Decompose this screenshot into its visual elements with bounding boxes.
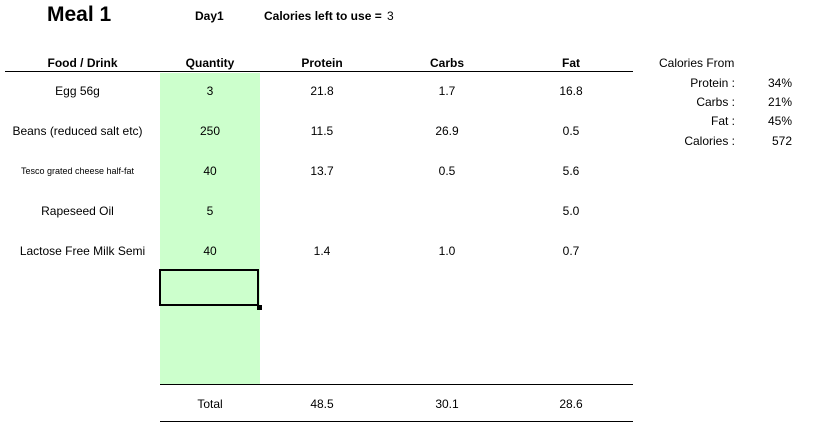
- calories-from-protein-value[interactable]: 34%: [767, 76, 792, 90]
- active-cell-selection[interactable]: [159, 269, 259, 306]
- header-rule: [5, 71, 633, 72]
- total-top-rule: [160, 384, 633, 385]
- day-label: Day1: [195, 9, 224, 23]
- cell-quantity[interactable]: 3: [206, 84, 214, 98]
- meal-title: Meal 1: [47, 3, 112, 26]
- quantity-column-fill: [160, 73, 260, 384]
- cell-fat[interactable]: 5.0: [562, 204, 580, 218]
- total-bottom-rule: [160, 421, 633, 422]
- header-carbs: Carbs: [429, 56, 464, 70]
- cell-food[interactable]: Tesco grated cheese half-fat: [20, 166, 135, 176]
- calories-from-carbs-value[interactable]: 21%: [767, 95, 792, 109]
- cell-protein[interactable]: 11.5: [310, 124, 334, 138]
- calories-from-protein-label: Protein :: [690, 76, 735, 90]
- cell-carbs[interactable]: 1.7: [438, 84, 456, 98]
- cell-protein[interactable]: 21.8: [310, 84, 334, 98]
- cell-fat[interactable]: 5.6: [562, 164, 580, 178]
- calories-from-fat-value[interactable]: 45%: [767, 114, 792, 128]
- cell-quantity[interactable]: 40: [203, 164, 217, 178]
- cell-quantity[interactable]: 40: [203, 244, 217, 258]
- header-protein: Protein: [301, 56, 343, 70]
- calories-from-fat-label: Fat :: [710, 114, 735, 128]
- header-fat: Fat: [562, 56, 580, 70]
- cell-fat[interactable]: 0.5: [562, 124, 580, 138]
- cell-protein[interactable]: 1.4: [313, 244, 331, 258]
- cell-food[interactable]: Beans (reduced salt etc): [12, 124, 143, 138]
- calories-from-total-value[interactable]: 572: [771, 134, 792, 148]
- cell-food[interactable]: Egg 56g: [55, 84, 100, 98]
- cell-food[interactable]: Lactose Free Milk Semi: [19, 244, 146, 258]
- cell-fat[interactable]: 0.7: [562, 244, 580, 258]
- total-label: Total: [197, 397, 223, 411]
- calories-from-carbs-label: Carbs :: [696, 95, 735, 109]
- cell-food[interactable]: Rapeseed Oil: [41, 204, 114, 218]
- total-fat[interactable]: 28.6: [559, 397, 583, 411]
- cell-quantity[interactable]: 250: [199, 124, 221, 138]
- cell-protein[interactable]: 13.7: [310, 164, 334, 178]
- calories-from-title: Calories From: [659, 56, 735, 70]
- cell-carbs[interactable]: 1.0: [438, 244, 456, 258]
- header-quantity: Quantity: [185, 56, 235, 70]
- fill-handle[interactable]: [257, 305, 262, 310]
- cell-carbs[interactable]: 0.5: [438, 164, 456, 178]
- calories-from-total-label: Calories :: [684, 134, 735, 148]
- calories-left-value: 3: [387, 9, 394, 23]
- header-food-drink: Food / Drink: [47, 56, 118, 70]
- total-protein[interactable]: 48.5: [310, 397, 334, 411]
- cell-carbs[interactable]: 26.9: [435, 124, 459, 138]
- cell-fat[interactable]: 16.8: [559, 84, 583, 98]
- calories-left-label: Calories left to use =: [264, 9, 382, 23]
- cell-quantity[interactable]: 5: [206, 204, 214, 218]
- total-carbs[interactable]: 30.1: [435, 397, 459, 411]
